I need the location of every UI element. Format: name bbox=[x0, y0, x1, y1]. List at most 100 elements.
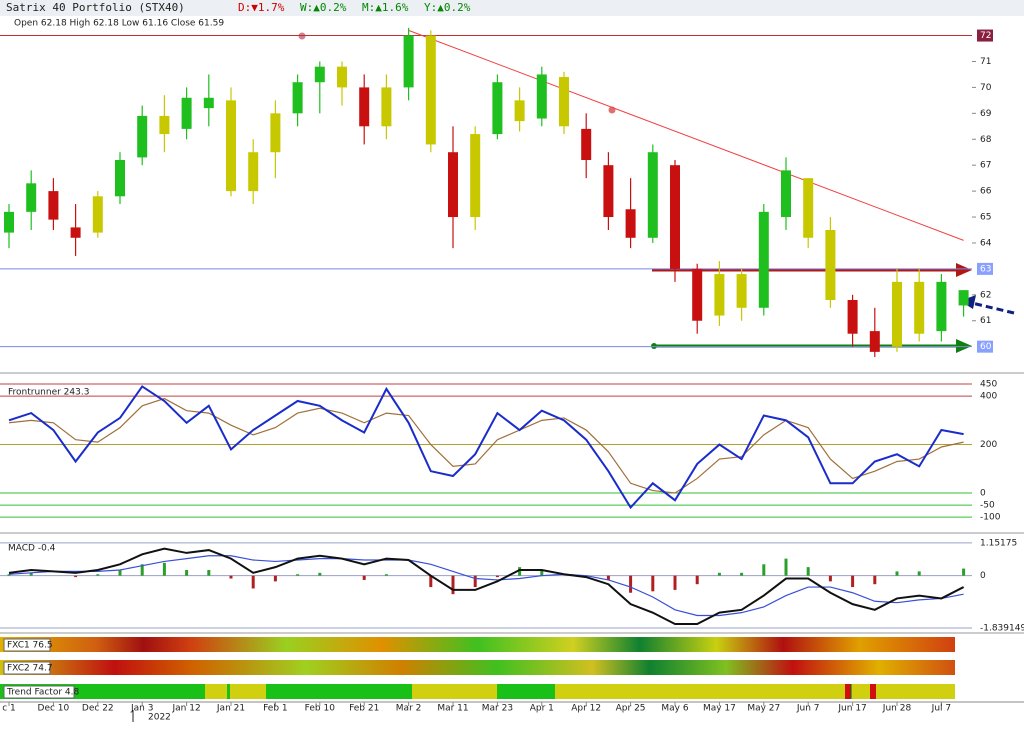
x-tick-label: Apr 25 bbox=[616, 704, 646, 714]
candle-body bbox=[292, 82, 303, 114]
histogram-bar bbox=[762, 564, 766, 576]
level-label-box bbox=[977, 340, 993, 353]
x-tick-label: May 27 bbox=[747, 704, 780, 714]
change-week: W:▲0.2% bbox=[300, 1, 347, 14]
y-tick-label: 69 bbox=[980, 109, 992, 119]
histogram-bar bbox=[540, 569, 544, 576]
candle-body bbox=[514, 100, 525, 122]
candle-body bbox=[692, 268, 703, 321]
candle-body bbox=[381, 87, 392, 127]
y-tick-label: 1.15175 bbox=[980, 538, 1017, 548]
strip-label-box bbox=[3, 685, 75, 699]
candle-body bbox=[803, 178, 814, 238]
x-tick-label: Jan 3 bbox=[130, 704, 153, 714]
ohlc-info: Open 62.18 High 62.18 Low 61.16 Close 61… bbox=[14, 19, 224, 29]
candle-body bbox=[248, 152, 259, 192]
histogram-bar bbox=[251, 575, 255, 589]
candle-body bbox=[137, 115, 148, 158]
histogram-bar bbox=[873, 575, 877, 585]
candle-body bbox=[70, 227, 81, 238]
candle-body bbox=[559, 77, 569, 127]
histogram-bar bbox=[695, 575, 699, 585]
y-tick-label: 71 bbox=[980, 57, 991, 67]
histogram-bar bbox=[318, 572, 322, 576]
y-tick-label: 62 bbox=[980, 290, 991, 300]
histogram-bar bbox=[495, 575, 499, 578]
candle-body bbox=[48, 191, 59, 220]
y-tick-label: 70 bbox=[980, 83, 992, 93]
indicator-line bbox=[8, 385, 964, 510]
candle-body bbox=[115, 160, 125, 197]
histogram-bar bbox=[673, 575, 677, 590]
histogram-bar bbox=[429, 575, 433, 588]
candle-body bbox=[647, 152, 658, 238]
histogram-bar bbox=[207, 569, 211, 576]
candle-body bbox=[736, 274, 747, 308]
candle-body bbox=[470, 134, 481, 218]
histogram-bar bbox=[784, 558, 788, 576]
y-tick-label: 61 bbox=[980, 316, 991, 326]
histogram-bar bbox=[851, 575, 855, 588]
candle-body bbox=[159, 115, 170, 135]
x-tick-label: Mar 23 bbox=[482, 704, 513, 714]
x-tick-label: May 6 bbox=[661, 704, 688, 714]
candle-body bbox=[226, 100, 236, 192]
candle-body bbox=[425, 35, 436, 145]
histogram-bar bbox=[806, 567, 810, 576]
x-tick-label: Jun 17 bbox=[837, 704, 866, 714]
strip-label: Trend Factor 4.8 bbox=[6, 688, 79, 698]
candle-body bbox=[448, 152, 458, 218]
histogram-bar bbox=[162, 562, 166, 576]
candle-body bbox=[914, 281, 925, 334]
x-tick-label: Jun 7 bbox=[796, 704, 820, 714]
candle-body bbox=[714, 274, 725, 316]
y-tick-label: 200 bbox=[980, 440, 997, 450]
y-tick-label: -1.839149 bbox=[980, 623, 1024, 633]
trend-line bbox=[408, 29, 964, 241]
change-day: D:▼1.7% bbox=[238, 1, 285, 14]
candle-body bbox=[492, 82, 503, 135]
y-tick-label: 64 bbox=[980, 238, 992, 248]
level-label: 72 bbox=[980, 31, 991, 41]
histogram-bar bbox=[828, 575, 832, 582]
strip-label-box bbox=[3, 661, 51, 675]
change-month: M:▲1.6% bbox=[362, 1, 409, 14]
x-tick-label: Feb 10 bbox=[305, 704, 336, 714]
histogram-bar bbox=[384, 574, 388, 576]
y-tick-label: 67 bbox=[980, 161, 991, 171]
histogram-bar bbox=[895, 571, 899, 576]
histogram-bar bbox=[518, 567, 522, 576]
candle-body bbox=[359, 87, 370, 127]
y-tick-label: 0 bbox=[980, 571, 986, 581]
histogram-bar bbox=[451, 575, 455, 595]
x-tick-label: May 17 bbox=[703, 704, 736, 714]
candle-body bbox=[670, 165, 680, 269]
candle-body bbox=[314, 66, 325, 83]
y-tick-label: -100 bbox=[980, 513, 1001, 523]
histogram-bar bbox=[362, 575, 366, 580]
candle-body bbox=[203, 97, 214, 109]
candle-body bbox=[26, 183, 37, 212]
y-tick-label: 450 bbox=[980, 380, 997, 390]
x-tick-label: Feb 21 bbox=[349, 704, 379, 714]
heat-strip bbox=[0, 637, 955, 652]
histogram-bar bbox=[29, 572, 33, 576]
y-tick-label: 0 bbox=[980, 488, 986, 498]
x-tick-label: Mar 2 bbox=[396, 704, 422, 714]
candle-body bbox=[758, 211, 769, 308]
histogram-bar bbox=[473, 575, 477, 588]
candle-body bbox=[892, 281, 902, 347]
candle-body bbox=[936, 281, 947, 332]
x-tick-label: c 1 bbox=[2, 704, 16, 714]
strip-label: FXC1 76.5 bbox=[7, 641, 53, 651]
indicator-line bbox=[8, 555, 964, 617]
candle-body bbox=[4, 211, 14, 233]
x-tick-label: Jan 21 bbox=[216, 704, 245, 714]
candle-body bbox=[781, 170, 791, 218]
candle-body bbox=[958, 290, 969, 306]
panel-label: Frontrunner 243.3 bbox=[8, 388, 89, 398]
y-tick-label: 65 bbox=[980, 213, 991, 223]
indicator-line bbox=[8, 397, 964, 494]
y-tick-label: -50 bbox=[980, 501, 995, 511]
